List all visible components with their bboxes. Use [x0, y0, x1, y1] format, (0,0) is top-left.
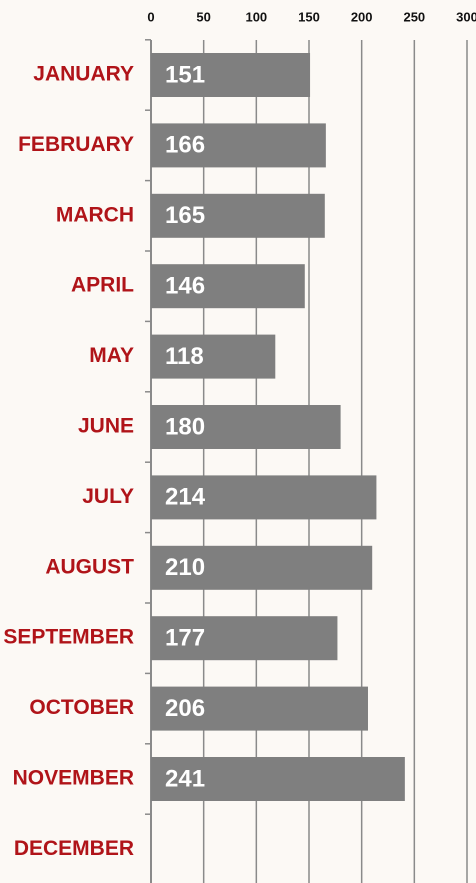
- y-tick-label: OCTOBER: [29, 696, 134, 719]
- value-label: 177: [165, 625, 205, 652]
- y-tick-label: MARCH: [56, 203, 134, 226]
- x-tick-label: 150: [298, 9, 320, 24]
- value-label: 165: [165, 202, 205, 229]
- y-tick-label: APRIL: [71, 274, 134, 297]
- value-label: 241: [165, 765, 205, 792]
- value-label: 146: [165, 273, 205, 300]
- x-tick-label: 200: [351, 9, 373, 24]
- y-tick-label: MAY: [89, 344, 134, 367]
- bar: [151, 123, 326, 168]
- y-tick-label: JUNE: [78, 415, 134, 438]
- x-tick-label: 0: [147, 9, 154, 24]
- bar: [151, 475, 377, 520]
- y-tick-label: AUGUST: [45, 555, 134, 578]
- value-label: 214: [165, 484, 206, 511]
- bar: [151, 334, 276, 379]
- bar: [151, 686, 368, 731]
- y-tick-label: DECEMBER: [14, 837, 134, 860]
- bar: [151, 545, 373, 590]
- value-label: 118: [165, 343, 204, 370]
- bar: [151, 193, 325, 238]
- y-tick-label: JANUARY: [33, 63, 134, 86]
- x-tick-label: 100: [245, 9, 267, 24]
- bar: [151, 264, 305, 309]
- y-tick-label: JULY: [82, 485, 134, 508]
- value-label: 206: [165, 695, 205, 722]
- bar: [151, 616, 338, 661]
- x-tick-label: 300: [456, 9, 476, 24]
- x-tick-label: 50: [196, 9, 210, 24]
- value-label: 151: [165, 61, 205, 88]
- y-tick-label: FEBRUARY: [18, 133, 134, 156]
- value-label: 166: [165, 132, 205, 159]
- bar: [151, 53, 311, 97]
- y-tick-label: NOVEMBER: [13, 767, 134, 790]
- value-label: 180: [165, 413, 205, 440]
- bar: [151, 757, 405, 801]
- value-label: 210: [165, 554, 205, 581]
- x-tick-label: 250: [403, 9, 425, 24]
- y-tick-label: SEPTEMBER: [3, 626, 134, 649]
- bar: [151, 405, 341, 449]
